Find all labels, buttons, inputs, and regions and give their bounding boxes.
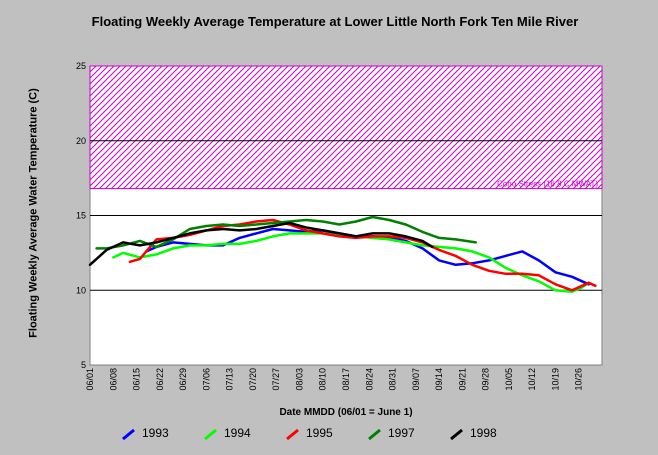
x-tick-label-06-08: 06/08: [108, 368, 118, 391]
legend-swatch-1998: [450, 428, 463, 441]
x-tick-label-07-13: 07/13: [225, 368, 235, 391]
x-tick-label-08-31: 08/31: [388, 368, 398, 391]
y-tick-label-20: 20: [76, 136, 86, 146]
y-tick-label-25: 25: [76, 61, 86, 71]
x-tick-label-09-28: 09/28: [481, 368, 491, 391]
legend-swatch-line-1993: [122, 428, 135, 441]
x-tick-label-10-05: 10/05: [504, 368, 514, 391]
legend-swatch-1995: [286, 428, 299, 441]
coho-stress-label: Coho Stress (16.8 C MWAT): [497, 180, 598, 189]
x-tick-label-08-17: 08/17: [341, 368, 351, 391]
x-tick-label-07-20: 07/20: [248, 368, 258, 391]
x-tick-label-08-24: 08/24: [364, 368, 374, 391]
x-tick-label-06-29: 06/29: [178, 368, 188, 391]
y-axis-label: Floating Weekly Average Water Temperatur…: [27, 87, 40, 338]
x-tick-label-09-21: 09/21: [457, 368, 467, 391]
legend-swatch-line-1994: [204, 428, 217, 441]
x-tick-label-08-03: 08/03: [294, 368, 304, 391]
legend-swatch-1993: [122, 428, 135, 441]
legend-label-1998: 1998: [470, 426, 497, 440]
x-tick-label-10-19: 10/19: [550, 368, 560, 391]
series-line-1997: [95, 215, 477, 250]
x-tick-label-07-06: 07/06: [201, 368, 211, 391]
x-tick-label-06-15: 06/15: [132, 368, 142, 391]
y-axis-label-container: Floating Weekly Average Water Temperatur…: [14, 60, 54, 365]
legend-swatch-1997: [368, 428, 381, 441]
y-tick-label-10: 10: [76, 285, 86, 295]
legend-label-1993: 1993: [142, 426, 169, 440]
x-tick-label-06-01: 06/01: [85, 368, 95, 391]
y-tick-label-5: 5: [81, 360, 86, 370]
legend-label-1994: 1994: [224, 426, 251, 440]
coho-stress-band: [89, 65, 603, 190]
legend-swatch-line-1995: [286, 428, 299, 441]
x-tick-label-08-10: 08/10: [318, 368, 328, 391]
x-axis-label: Date MMDD (06/01 = June 1): [279, 407, 413, 418]
legend: 1993 1994 1995 1997 1998: [120, 425, 540, 443]
legend-swatch-line-1998: [450, 428, 463, 441]
chart-title: Floating Weekly Average Temperature at L…: [91, 14, 579, 29]
legend-swatch-line-1997: [368, 428, 381, 441]
legend-label-1995: 1995: [306, 426, 333, 440]
x-tick-label-10-26: 10/26: [574, 368, 584, 391]
x-tick-label-06-22: 06/22: [155, 368, 165, 391]
legend-label-1997: 1997: [388, 426, 415, 440]
x-tick-label-09-14: 09/14: [434, 368, 444, 391]
x-tick-label-09-07: 09/07: [411, 368, 421, 391]
y-tick-label-15: 15: [76, 211, 86, 221]
legend-swatch-1994: [204, 428, 217, 441]
series-line-1998: [88, 221, 434, 267]
x-tick-label-10-12: 10/12: [527, 368, 537, 391]
x-tick-label-07-27: 07/27: [271, 368, 281, 391]
